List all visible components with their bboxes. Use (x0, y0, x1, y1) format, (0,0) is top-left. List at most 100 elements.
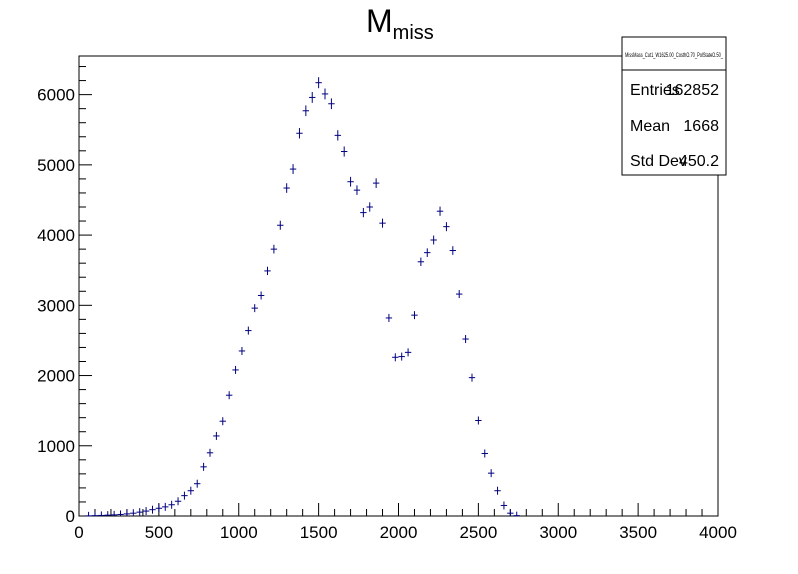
data-point (302, 105, 310, 117)
data-point (149, 505, 156, 514)
data-point (443, 222, 450, 232)
data-point (456, 290, 463, 299)
y-tick-label: 1000 (37, 437, 75, 456)
data-point (91, 511, 99, 517)
data-point (296, 128, 303, 139)
stats-stddev-value: 450.2 (679, 153, 719, 170)
chart-title-subscript: miss (393, 22, 434, 44)
data-point (117, 510, 124, 516)
data-point (213, 431, 220, 440)
data-point (481, 449, 488, 458)
data-point (468, 373, 476, 382)
data-point (360, 207, 367, 218)
data-point (232, 365, 239, 374)
data-point (104, 511, 111, 516)
data-point (353, 185, 361, 195)
data-point (98, 511, 105, 516)
data-point (334, 130, 341, 141)
x-tick-label: 2500 (459, 523, 497, 542)
data-point (85, 511, 92, 517)
data-point (315, 77, 322, 89)
data-point (424, 248, 431, 257)
data-point (366, 202, 373, 212)
y-tick-label: 4000 (37, 226, 75, 245)
data-point (321, 88, 329, 100)
data-point (347, 176, 354, 187)
data-point (411, 311, 418, 320)
data-point (392, 353, 399, 362)
data-point (123, 509, 131, 516)
data-point (245, 326, 252, 335)
data-point (430, 235, 437, 245)
stats-stddev-label: Std Dev (630, 153, 687, 170)
y-tick-label: 2000 (37, 367, 75, 386)
data-point (328, 98, 335, 110)
data-point (436, 206, 444, 216)
stats-entries-value: 162852 (666, 82, 719, 99)
data-point (277, 220, 284, 230)
x-tick-label: 2000 (380, 523, 418, 542)
data-point (494, 486, 501, 495)
data-point (372, 178, 380, 188)
x-tick-label: 3500 (619, 523, 657, 542)
y-tick-label: 3000 (37, 296, 75, 315)
data-point (110, 510, 118, 516)
data-point (238, 346, 246, 355)
data-point (270, 244, 278, 254)
x-tick-labels: 0 500 1000 1500 2000 2500 3000 3500 4000 (74, 523, 737, 542)
data-point (404, 348, 412, 357)
x-tick-label: 500 (145, 523, 173, 542)
x-tick-label: 1500 (300, 523, 338, 542)
stats-histogram-name: MissMass_Cut1_W1625.00_CosthO.70_PolStat… (625, 53, 723, 59)
y-tick-label: 0 (66, 507, 75, 526)
data-point (487, 469, 495, 478)
data-point (379, 218, 386, 228)
data-point (449, 246, 457, 255)
y-tick-label: 6000 (37, 86, 75, 105)
data-point (417, 257, 425, 266)
data-point (130, 509, 137, 516)
data-point (168, 500, 175, 509)
data-point (385, 313, 393, 322)
data-point (283, 183, 290, 193)
stats-entries-label: Entries (630, 82, 680, 99)
data-point (340, 146, 348, 157)
data-point (155, 504, 163, 513)
x-tick-label: 3000 (539, 523, 577, 542)
data-point (162, 502, 169, 511)
data-point (219, 417, 226, 426)
data-point (500, 501, 508, 510)
data-point (289, 164, 297, 175)
data-point (194, 479, 201, 488)
chart-title-main: M (366, 3, 393, 39)
x-tick-label: 1000 (220, 523, 258, 542)
data-point (136, 508, 143, 516)
data-point (257, 291, 265, 300)
data-markers (85, 77, 520, 517)
data-point (462, 335, 469, 344)
data-point (206, 448, 214, 457)
data-point (251, 304, 258, 313)
x-tick-label: 0 (74, 523, 83, 542)
data-point (142, 507, 150, 516)
data-point (398, 352, 405, 361)
x-tick-label: 4000 (699, 523, 737, 542)
stats-box: MissMass_Cut1_W1625.00_CosthO.70_PolStat… (621, 36, 727, 176)
stats-mean-value: 1668 (683, 118, 719, 135)
data-point (181, 491, 188, 500)
stats-mean-label: Mean (630, 118, 670, 135)
data-point (200, 462, 207, 471)
data-point (309, 92, 316, 103)
data-point (507, 509, 514, 516)
data-point (513, 511, 520, 517)
y-tick-labels: 0 1000 2000 3000 4000 5000 6000 (37, 86, 75, 526)
data-point (264, 266, 271, 276)
stats-box-border (621, 36, 727, 176)
data-point (225, 391, 233, 400)
y-tick-label: 5000 (37, 156, 75, 175)
data-point (174, 497, 182, 506)
data-point (475, 416, 482, 425)
data-point (187, 486, 195, 495)
chart-title: Mmiss (366, 3, 434, 44)
